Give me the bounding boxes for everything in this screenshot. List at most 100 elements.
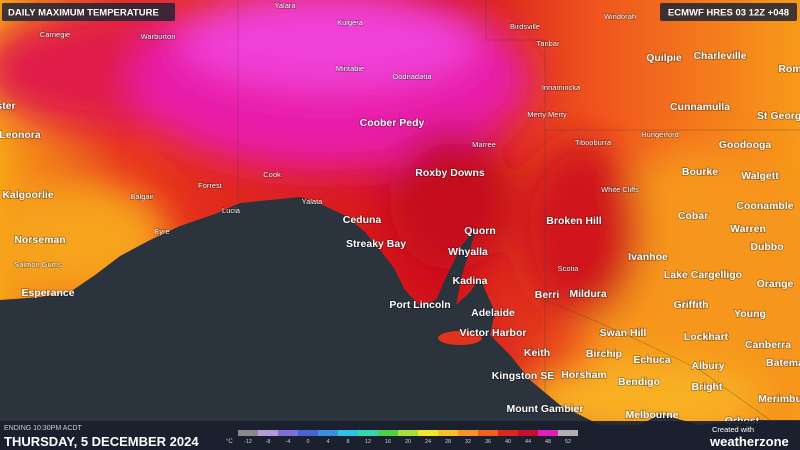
place-label: Cook [263, 170, 281, 179]
place-label: Port Lincoln [389, 299, 450, 311]
place-label: Whyalla [448, 246, 488, 258]
place-label: Echuca [633, 354, 671, 366]
legend-tick-label: 4 [326, 439, 329, 445]
place-label: Mount Gambier [506, 403, 583, 415]
place-label: Bright [692, 381, 723, 393]
place-label: Forrest [198, 181, 223, 190]
legend-tick-label: 32 [465, 439, 471, 445]
place-label: Berri [535, 289, 560, 301]
place-label: Ivanhoe [628, 251, 668, 263]
legend-swatch [518, 430, 538, 436]
legend-swatch [378, 430, 398, 436]
place-label: Carnegie [40, 30, 70, 39]
place-label: Balgair [130, 192, 154, 201]
legend-swatch [558, 430, 578, 436]
place-label: Horsham [561, 369, 607, 381]
legend-swatch [438, 430, 458, 436]
place-label: Salmon Gums [14, 260, 62, 269]
borders [237, 0, 800, 421]
place-label: Cunnamulla [670, 101, 730, 113]
place-label: Leonora [0, 129, 41, 141]
legend-swatch [498, 430, 518, 436]
legend-tick-label: 48 [545, 439, 551, 445]
legend-tick-label: 36 [485, 439, 491, 445]
place-label: Merimbu [758, 393, 800, 405]
legend-tick-label: 8 [346, 439, 349, 445]
place-label: Birdsville [510, 22, 540, 31]
place-label: Tibooburra [575, 138, 612, 147]
place-label: Griffith [674, 299, 709, 311]
place-labels: Yalara Kulgera Birdsville Windorah Carnegie W… [0, 0, 800, 427]
place-label: Mintabie [336, 64, 364, 73]
place-label: Innamincka [542, 83, 581, 92]
place-label: Dubbo [750, 241, 783, 253]
place-label: Warren [730, 223, 766, 235]
place-label: Orange [757, 278, 794, 290]
place-label: Lake Cargelligo [664, 269, 742, 281]
place-label: Cobar [678, 210, 708, 222]
place-label: Walgett [741, 170, 779, 182]
legend-tick-label: 0 [306, 439, 309, 445]
place-label: Batema [766, 357, 800, 369]
place-label: Keith [524, 347, 550, 359]
place-label: Yalata [302, 197, 324, 206]
place-label: Windorah [604, 12, 636, 21]
legend-swatch [338, 430, 358, 436]
place-label: Bendigo [618, 376, 660, 388]
legend-tick-label: 20 [405, 439, 411, 445]
title: DAILY MAXIMUM TEMPERATURE [8, 8, 159, 19]
place-label: Norseman [14, 234, 65, 246]
place-label: Tanbar [537, 39, 560, 48]
place-label: ster [0, 100, 16, 112]
model: ECMWF HRES 03 12Z +048 [668, 8, 789, 19]
place-label: Coonamble [736, 200, 793, 212]
place-label: Coober Pedy [360, 117, 425, 129]
legend-swatch [298, 430, 318, 436]
legend-swatch [258, 430, 278, 436]
legend-swatch [418, 430, 438, 436]
legend: °C -12 -8 -4 0 4 8 12 16 20 24 28 32 36 40 44 48 52 [226, 430, 578, 445]
ending: ENDING 10:30PM ACDT [4, 425, 83, 432]
place-label: Esperance [21, 287, 74, 299]
place-label: Rom [778, 63, 800, 75]
place-label: Kadina [452, 275, 487, 287]
place-label: Lucia [222, 206, 241, 215]
place-label: Streaky Bay [346, 238, 406, 250]
legend-swatch [478, 430, 498, 436]
place-label: Scotia [558, 264, 580, 273]
place-label: Ceduna [343, 214, 382, 226]
kangaroo-island [438, 331, 482, 345]
legend-tick-label: 12 [365, 439, 371, 445]
place-label: Mildura [569, 288, 606, 300]
place-label: Canberra [745, 339, 791, 351]
place-label: Victor Harbor [460, 327, 527, 339]
place-label: St George [757, 110, 800, 122]
place-label: Roxby Downs [415, 167, 485, 179]
place-label: Hungerford [641, 130, 679, 139]
legend-tick-label: 40 [505, 439, 511, 445]
legend-swatch [238, 430, 258, 436]
place-label: Goodooga [719, 139, 772, 151]
place-label: Warburton [141, 32, 176, 41]
legend-tick-label: -8 [266, 439, 271, 445]
legend-swatch [458, 430, 478, 436]
place-label: Eyre [154, 227, 169, 236]
place-label: Albury [691, 360, 724, 372]
place-label: Adelaide [471, 307, 515, 319]
legend-swatch [538, 430, 558, 436]
place-label: Kingston SE [492, 370, 554, 382]
legend-tick-label: 24 [425, 439, 431, 445]
place-label: Quilpie [646, 52, 682, 64]
place-label: Lockhart [684, 331, 729, 343]
place-label: White Cliffs [601, 185, 639, 194]
place-label: Merty Merty [527, 110, 567, 119]
place-label: Quorn [464, 225, 496, 237]
place-label: Yalara [274, 1, 296, 10]
legend-tick-label: 16 [385, 439, 391, 445]
model-box [660, 3, 797, 21]
date: THURSDAY, 5 DECEMBER 2024 [4, 434, 199, 449]
legend-tick-label: -12 [244, 439, 252, 445]
